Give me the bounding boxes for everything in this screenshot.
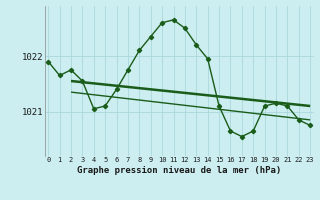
X-axis label: Graphe pression niveau de la mer (hPa): Graphe pression niveau de la mer (hPa) — [77, 166, 281, 175]
